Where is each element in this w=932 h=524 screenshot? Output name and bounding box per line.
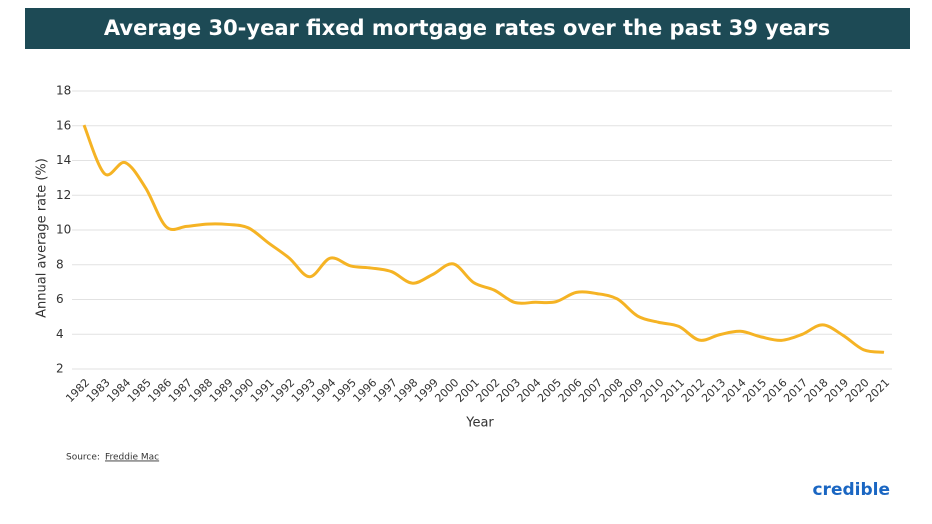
y-tick-label: 14	[56, 153, 71, 167]
y-tick-label: 6	[56, 292, 64, 306]
chart-title: Average 30-year fixed mortgage rates ove…	[104, 16, 830, 40]
source-label: Source:	[66, 453, 100, 463]
y-tick-label: 2	[56, 362, 64, 376]
y-tick-label: 10	[56, 223, 71, 237]
y-tick-label: 4	[56, 327, 64, 341]
y-axis-title: Annual average rate (%)	[35, 158, 50, 318]
y-tick-label: 8	[56, 257, 64, 271]
x-tick-label: 2021	[863, 376, 892, 405]
title-banner	[25, 8, 910, 49]
line-series	[82, 124, 885, 354]
y-tick-label: 18	[56, 84, 71, 98]
source-link[interactable]: Freddie Mac	[105, 453, 159, 463]
y-tick-label: 12	[56, 188, 71, 202]
logo: credible	[812, 480, 890, 500]
x-axis-title: Year	[465, 416, 494, 431]
y-tick-label: 16	[56, 118, 71, 132]
